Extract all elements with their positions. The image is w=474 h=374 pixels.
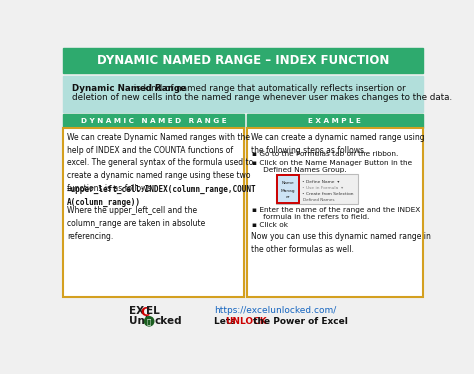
- Text: We can create Dynamic Named ranges with the
help of INDEX and the COUNTA functio: We can create Dynamic Named ranges with …: [67, 133, 253, 193]
- FancyBboxPatch shape: [276, 174, 357, 203]
- Text: Manag: Manag: [281, 189, 295, 193]
- FancyBboxPatch shape: [277, 175, 299, 203]
- FancyBboxPatch shape: [63, 48, 423, 73]
- Text: ▪ Click on the Name Manager Button in the: ▪ Click on the Name Manager Button in th…: [252, 160, 412, 166]
- Text: Unl: Unl: [129, 316, 148, 326]
- FancyBboxPatch shape: [247, 114, 423, 128]
- Text: formula in the refers to field.: formula in the refers to field.: [256, 214, 369, 220]
- Text: D Y N A M I C   N A M E D   R A N G E: D Y N A M I C N A M E D R A N G E: [81, 118, 226, 124]
- Text: E X A M P L E: E X A M P L E: [308, 118, 361, 124]
- Text: Defined Names Group.: Defined Names Group.: [256, 166, 347, 172]
- Text: ⚿: ⚿: [147, 318, 151, 325]
- Text: • Use in Formula  ▾: • Use in Formula ▾: [302, 186, 343, 190]
- FancyBboxPatch shape: [63, 128, 244, 297]
- Text: ▪ Go to the Formulas tab on the ribbon.: ▪ Go to the Formulas tab on the ribbon.: [252, 151, 399, 157]
- Text: EL: EL: [146, 306, 160, 316]
- Text: Defined Names: Defined Names: [303, 198, 335, 202]
- Text: Name: Name: [282, 181, 294, 186]
- Text: Where the upper_left_cell and the
column_range are taken in absolute
referencing: Where the upper_left_cell and the column…: [67, 206, 205, 240]
- Text: • Create from Selection: • Create from Selection: [302, 192, 353, 196]
- Text: =upper_left_cell:INDEX(column_range,COUNT
A(column_range)): =upper_left_cell:INDEX(column_range,COUN…: [67, 185, 256, 207]
- Text: UNLOCK: UNLOCK: [225, 317, 267, 326]
- Text: • Define Name  ▾: • Define Name ▾: [302, 180, 339, 184]
- Text: We can create a dynamic named range using
the following steps as follows.: We can create a dynamic named range usin…: [251, 133, 424, 154]
- Text: ▪ Enter the name of the range and the INDEX: ▪ Enter the name of the range and the IN…: [252, 207, 420, 213]
- Text: cked: cked: [155, 316, 182, 326]
- Text: the Power of Excel: the Power of Excel: [250, 317, 348, 326]
- Text: DYNAMIC NAMED RANGE – INDEX FUNCTION: DYNAMIC NAMED RANGE – INDEX FUNCTION: [97, 54, 389, 67]
- Text: er: er: [286, 195, 290, 199]
- FancyBboxPatch shape: [63, 76, 423, 112]
- Text: Dynamic Named Range: Dynamic Named Range: [72, 84, 186, 93]
- Circle shape: [145, 317, 154, 326]
- Text: Now you can use this dynamic named range in
the other formulas as well.: Now you can use this dynamic named range…: [251, 232, 430, 254]
- Text: https://excelunlocked.com/: https://excelunlocked.com/: [214, 306, 337, 315]
- Text: C: C: [141, 306, 150, 319]
- Text: deletion of new cells into the named range whenever user makes changes to the da: deletion of new cells into the named ran…: [72, 93, 452, 102]
- Text: EX: EX: [129, 306, 144, 316]
- FancyBboxPatch shape: [247, 128, 423, 297]
- Text: is kind of named range that automatically reflects insertion or: is kind of named range that automaticall…: [131, 84, 406, 93]
- FancyBboxPatch shape: [63, 114, 244, 128]
- Text: ▪ Click ok: ▪ Click ok: [252, 222, 288, 228]
- Text: Lets: Lets: [214, 317, 239, 326]
